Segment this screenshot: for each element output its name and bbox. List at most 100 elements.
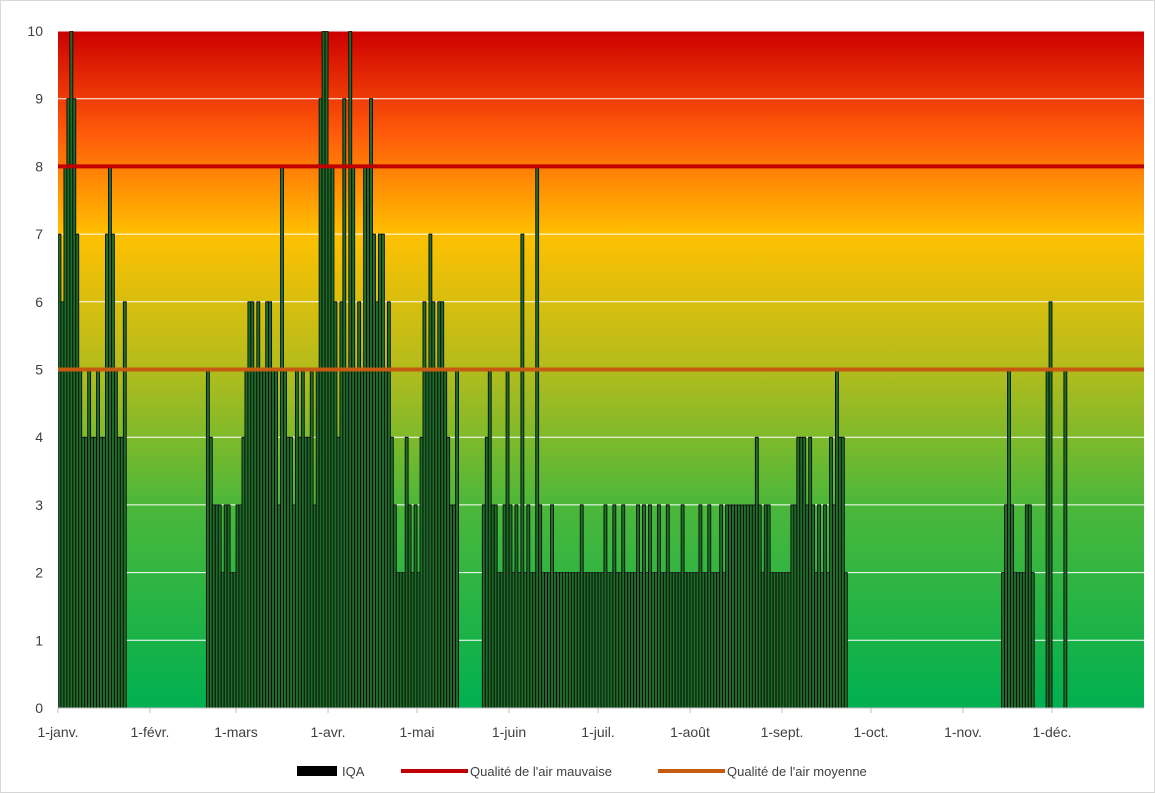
iqa-bar — [113, 369, 118, 708]
iqa-bar — [606, 572, 611, 708]
iqa-bar — [333, 301, 338, 708]
iqa-bar — [1048, 301, 1053, 708]
iqa-bar — [315, 369, 320, 708]
iqa-bar — [556, 572, 560, 708]
iqa-bar — [372, 233, 376, 708]
iqa-bar — [692, 572, 697, 708]
legend-label-iqa: IQA — [342, 764, 365, 779]
iqa-bar — [1016, 572, 1020, 708]
iqa-bar — [648, 504, 652, 708]
iqa-bar — [579, 504, 584, 708]
y-tick-label: 8 — [35, 158, 43, 174]
iqa-bar — [431, 301, 436, 708]
iqa-bar — [636, 504, 640, 708]
iqa-bar — [496, 572, 501, 708]
iqa-bar — [597, 572, 602, 708]
y-tick-label: 9 — [35, 91, 43, 107]
x-tick-label: 1-sept. — [761, 724, 804, 740]
iqa-bar — [686, 572, 691, 708]
legend-swatch-iqa — [297, 766, 337, 776]
x-tick-label: 1-avr. — [311, 724, 346, 740]
iqa-bar — [357, 301, 362, 708]
iqa-bar — [99, 436, 103, 708]
iqa-bar — [1018, 572, 1023, 708]
iqa-bar — [701, 572, 706, 708]
legend-label-mauvaise: Qualité de l'air mauvaise — [470, 764, 612, 779]
iqa-bar — [452, 504, 457, 708]
y-tick-label: 0 — [35, 700, 43, 716]
iqa-bar — [790, 504, 795, 708]
iqa-bar — [633, 572, 638, 708]
iqa-bar — [743, 504, 747, 708]
iqa-bar — [1010, 504, 1014, 708]
iqa-bar — [829, 436, 833, 708]
iqa-bar — [793, 504, 798, 708]
iqa-bar — [651, 572, 655, 708]
iqa-bar — [564, 572, 569, 708]
iqa-bar — [300, 369, 305, 708]
iqa-bar — [505, 369, 510, 708]
iqa-bar — [493, 504, 498, 708]
x-tick-label: 1-oct. — [854, 724, 889, 740]
iqa-bar — [1030, 572, 1035, 708]
iqa-bar — [119, 436, 124, 708]
iqa-bar — [336, 436, 341, 708]
iqa-bar — [784, 572, 789, 708]
iqa-bar — [360, 369, 365, 708]
iqa-bar — [508, 504, 513, 708]
iqa-bar — [840, 436, 845, 708]
iqa-bar — [719, 504, 724, 708]
iqa-bar — [63, 165, 68, 708]
y-tick-label: 2 — [35, 565, 43, 581]
iqa-bar — [645, 572, 649, 708]
iqa-bar — [559, 572, 563, 708]
iqa-bar — [695, 572, 700, 708]
iqa-bar — [407, 504, 412, 708]
iqa-bar — [283, 369, 287, 708]
iqa-bar — [274, 369, 278, 708]
iqa-bar — [820, 572, 824, 708]
iqa-bar — [277, 504, 281, 708]
iqa-bar — [102, 436, 106, 708]
iqa-bar — [514, 504, 519, 708]
iqa-bar — [60, 301, 65, 708]
iqa-bar — [526, 504, 531, 708]
threshold-lines — [58, 164, 1144, 372]
iqa-bar — [499, 572, 504, 708]
iqa-bar — [1001, 572, 1005, 708]
x-tick-label: 1-févr. — [131, 724, 170, 740]
iqa-bar — [725, 504, 729, 708]
iqa-bar — [529, 572, 534, 708]
iqa-bar — [318, 98, 323, 708]
iqa-bar — [627, 572, 632, 708]
iqa-bar — [698, 504, 703, 708]
iqa-bar — [404, 436, 409, 708]
iqa-bar — [677, 572, 682, 708]
iqa-bar — [256, 301, 261, 708]
iqa-bar — [547, 572, 551, 708]
iqa-bar — [383, 369, 388, 708]
iqa-bar — [1021, 572, 1026, 708]
iqa-bar — [523, 572, 528, 708]
y-tick-label: 7 — [35, 226, 43, 242]
iqa-bar — [562, 572, 566, 708]
iqa-bar — [481, 504, 486, 708]
iqa-bar — [345, 369, 350, 708]
iqa-bar — [710, 572, 715, 708]
iqa-bar — [553, 572, 557, 708]
x-tick-label: 1-août — [670, 724, 710, 740]
iqa-bar — [772, 572, 777, 708]
iqa-bar — [835, 369, 839, 708]
iqa-bar — [386, 301, 391, 708]
iqa-bar — [84, 436, 89, 708]
iqa-bar — [271, 369, 276, 708]
iqa-bar — [778, 572, 783, 708]
iqa-bar — [294, 369, 299, 708]
iqa-bar — [722, 572, 727, 708]
x-axis: 1-janv. 1-févr. 1-mars 1-avr. 1-mai 1-juin 1-j… — [38, 707, 1144, 740]
iqa-bar — [585, 572, 590, 708]
iqa-bar — [105, 233, 109, 708]
iqa-bar — [297, 436, 302, 708]
iqa-bar — [446, 436, 451, 708]
iqa-bar — [837, 436, 842, 708]
